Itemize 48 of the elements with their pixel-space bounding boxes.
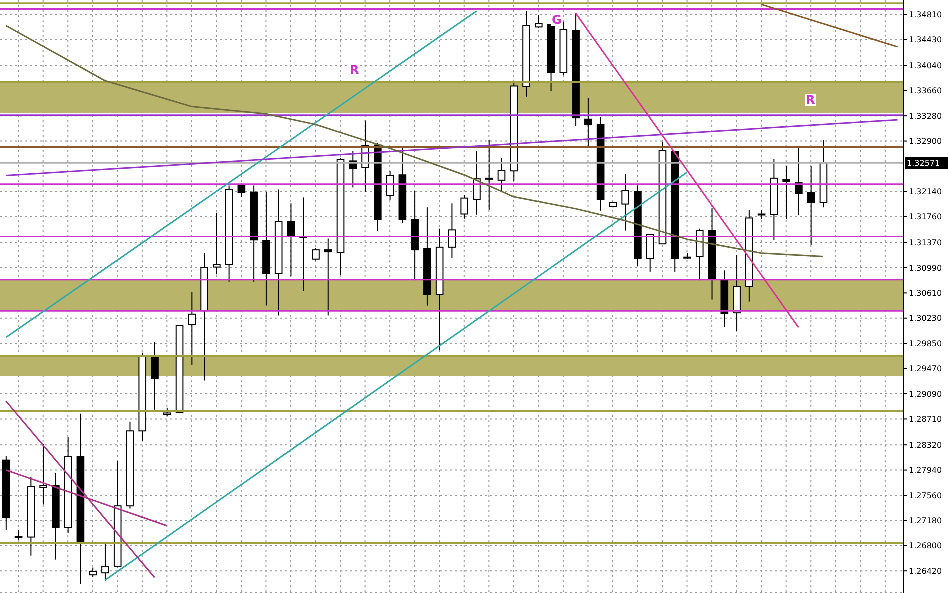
y-tick-label: 1.29470 — [909, 364, 942, 374]
candlestick — [324, 238, 332, 316]
y-tick-label: 1.34430 — [909, 36, 942, 45]
candlestick — [584, 98, 592, 148]
annotation: R — [349, 63, 360, 77]
y-tick-label: 1.30610 — [909, 289, 942, 298]
candlestick — [807, 166, 816, 246]
y-tick-label: 1.33280 — [909, 112, 942, 121]
candlestick — [188, 292, 196, 366]
y-tick-label: 1.32140 — [909, 188, 942, 197]
candlestick — [758, 210, 766, 220]
candlestick — [14, 529, 23, 540]
ref-line-label: 1.32571 — [907, 159, 940, 168]
candlestick — [213, 212, 221, 276]
y-tick-label: 1.30230 — [909, 314, 942, 324]
annotation: R — [805, 93, 816, 107]
candlestick — [448, 203, 456, 259]
y-tick-label: 1.31760 — [909, 212, 942, 222]
candlestick — [534, 14, 543, 30]
candlestick — [40, 444, 48, 506]
y-tick-label: 1.26800 — [909, 542, 942, 551]
line-series — [5, 25, 824, 258]
y-tick-label: 1.27940 — [909, 466, 942, 476]
y-tick-label: 1.30990 — [909, 264, 942, 273]
candlestick — [782, 166, 790, 220]
y-tick-label: 1.27560 — [909, 491, 942, 500]
y-tick-label: 1.28320 — [909, 440, 942, 450]
candlestick — [460, 194, 469, 220]
candlestick — [89, 567, 97, 578]
candlestick — [622, 174, 630, 232]
candlestick — [646, 234, 654, 272]
y-tick-label: 1.27180 — [909, 516, 942, 526]
candlestick — [238, 183, 246, 198]
y-tick-label: 1.34810 — [909, 10, 942, 20]
y-tick-label: 1.28710 — [909, 415, 942, 424]
y-tick-label: 1.31370 — [909, 238, 942, 248]
candlestick — [102, 541, 110, 582]
y-tick-label: 1.32900 — [909, 137, 942, 146]
candlestick — [151, 342, 159, 410]
candlestick — [498, 158, 506, 193]
candlestick — [312, 248, 320, 262]
y-tick-label: 1.34040 — [909, 62, 942, 71]
y-tick-label: 1.26420 — [909, 566, 942, 576]
y-tick-label: 1.29850 — [909, 339, 942, 348]
annotation: G — [551, 13, 563, 27]
y-tick-label: 1.29090 — [909, 390, 942, 399]
y-tick-label: 1.33660 — [909, 86, 942, 96]
candlestick — [485, 139, 494, 211]
